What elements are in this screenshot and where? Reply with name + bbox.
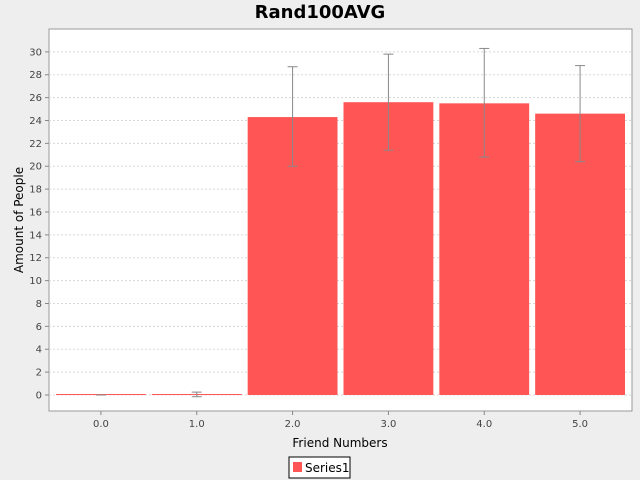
bar	[343, 102, 434, 395]
y-tick-label: 8	[36, 299, 42, 310]
y-tick-label: 4	[36, 345, 42, 356]
y-tick-label: 20	[29, 162, 42, 173]
y-tick-label: 12	[29, 253, 42, 264]
y-tick-label: 18	[29, 185, 42, 196]
x-tick-label: 5.0	[572, 419, 588, 430]
y-axis-label: Amount of People	[12, 167, 26, 273]
y-tick-label: 16	[29, 207, 42, 218]
y-tick-label: 0	[36, 390, 42, 401]
x-axis-ticks: 0.0 1.0 2.0 3.0 4.0 5.0	[93, 411, 588, 430]
y-tick-label: 26	[29, 93, 42, 104]
y-tick-label: 28	[29, 70, 42, 81]
x-tick-label: 1.0	[189, 419, 205, 430]
y-tick-label: 10	[29, 276, 42, 287]
chart-title: Rand100AVG	[255, 2, 386, 23]
x-tick-label: 0.0	[93, 419, 109, 430]
x-axis-label: Friend Numbers	[292, 436, 387, 450]
legend-box	[288, 456, 351, 479]
x-tick-label: 4.0	[476, 419, 492, 430]
grid	[49, 51, 632, 396]
y-tick-label: 24	[29, 116, 42, 127]
y-tick-label: 14	[29, 230, 42, 241]
x-tick-label: 3.0	[380, 419, 396, 430]
legend-label: Series1	[305, 461, 350, 475]
x-tick-label: 2.0	[285, 419, 301, 430]
y-tick-label: 22	[29, 139, 42, 150]
error-bars	[95, 47, 586, 398]
legend-swatch	[293, 462, 302, 472]
y-tick-label: 2	[36, 368, 42, 379]
y-tick-label: 30	[29, 47, 42, 58]
legend: Series1	[288, 456, 351, 479]
y-tick-label: 6	[36, 322, 42, 333]
plot-area	[48, 28, 633, 412]
